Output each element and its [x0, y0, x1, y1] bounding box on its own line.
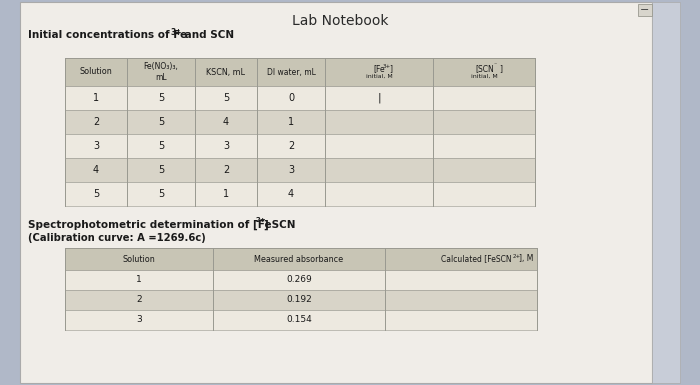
Text: Spectrophotometric determination of [FeSCN: Spectrophotometric determination of [FeS… — [28, 220, 295, 230]
Text: 3+: 3+ — [171, 28, 183, 37]
Text: [Fe: [Fe — [373, 65, 384, 74]
Text: 3: 3 — [136, 315, 142, 325]
Bar — [652, 2, 680, 383]
Text: ⁻: ⁻ — [228, 28, 232, 37]
Bar — [65, 86, 535, 110]
Bar — [638, 4, 652, 16]
Text: Fe(NO₃)₃,
mL: Fe(NO₃)₃, mL — [144, 62, 178, 82]
Text: 4: 4 — [93, 165, 99, 175]
Bar — [65, 110, 535, 134]
Text: 5: 5 — [93, 189, 99, 199]
Text: 4: 4 — [288, 189, 294, 199]
Text: and SCN: and SCN — [181, 30, 234, 40]
Text: 2: 2 — [136, 296, 142, 305]
Text: 2: 2 — [223, 165, 229, 175]
Text: Lab Notebook: Lab Notebook — [292, 14, 388, 28]
Text: 1: 1 — [136, 276, 142, 285]
Text: 5: 5 — [158, 117, 164, 127]
Bar — [65, 134, 535, 158]
Text: 1: 1 — [288, 117, 294, 127]
Text: |: | — [377, 93, 381, 103]
Text: 2+: 2+ — [255, 217, 265, 223]
Text: Initial concentrations of Fe: Initial concentrations of Fe — [28, 30, 187, 40]
Text: 2: 2 — [288, 141, 294, 151]
Bar — [65, 58, 535, 86]
Bar — [65, 182, 535, 206]
Bar — [65, 270, 537, 290]
Bar — [65, 158, 535, 182]
Text: initial, M: initial, M — [365, 74, 393, 79]
Text: ]: ] — [499, 65, 502, 74]
Text: Solution: Solution — [122, 254, 155, 263]
Text: Measured absorbance: Measured absorbance — [254, 254, 344, 263]
Text: ], M: ], M — [519, 254, 533, 263]
Text: 0: 0 — [288, 93, 294, 103]
Text: −: − — [640, 5, 650, 15]
Text: ]: ] — [389, 65, 392, 74]
Text: 0.192: 0.192 — [286, 296, 312, 305]
Text: 3: 3 — [288, 165, 294, 175]
Bar — [65, 290, 537, 310]
Text: KSCN, mL: KSCN, mL — [206, 67, 246, 77]
Text: ]: ] — [263, 220, 267, 230]
Text: (Calibration curve: A =1269.6c): (Calibration curve: A =1269.6c) — [28, 233, 206, 243]
Text: initial, M: initial, M — [470, 74, 498, 79]
Text: Calculated [FeSCN: Calculated [FeSCN — [441, 254, 512, 263]
Text: 2+: 2+ — [513, 253, 522, 258]
Bar — [65, 248, 537, 270]
Text: DI water, mL: DI water, mL — [267, 67, 316, 77]
Text: 4: 4 — [223, 117, 229, 127]
Text: 3: 3 — [223, 141, 229, 151]
Text: 5: 5 — [158, 93, 164, 103]
Text: 0.269: 0.269 — [286, 276, 312, 285]
Text: 5: 5 — [158, 141, 164, 151]
Text: 3+: 3+ — [383, 64, 391, 69]
Text: Solution: Solution — [80, 67, 113, 77]
Text: 1: 1 — [223, 189, 229, 199]
Text: 1: 1 — [93, 93, 99, 103]
Text: 0.154: 0.154 — [286, 315, 312, 325]
Bar — [65, 310, 537, 330]
Text: [SCN: [SCN — [475, 65, 493, 74]
Text: ⁻: ⁻ — [494, 64, 497, 69]
Text: 3: 3 — [93, 141, 99, 151]
Text: 2: 2 — [93, 117, 99, 127]
Text: 5: 5 — [158, 165, 164, 175]
Text: 5: 5 — [223, 93, 229, 103]
Text: 5: 5 — [158, 189, 164, 199]
